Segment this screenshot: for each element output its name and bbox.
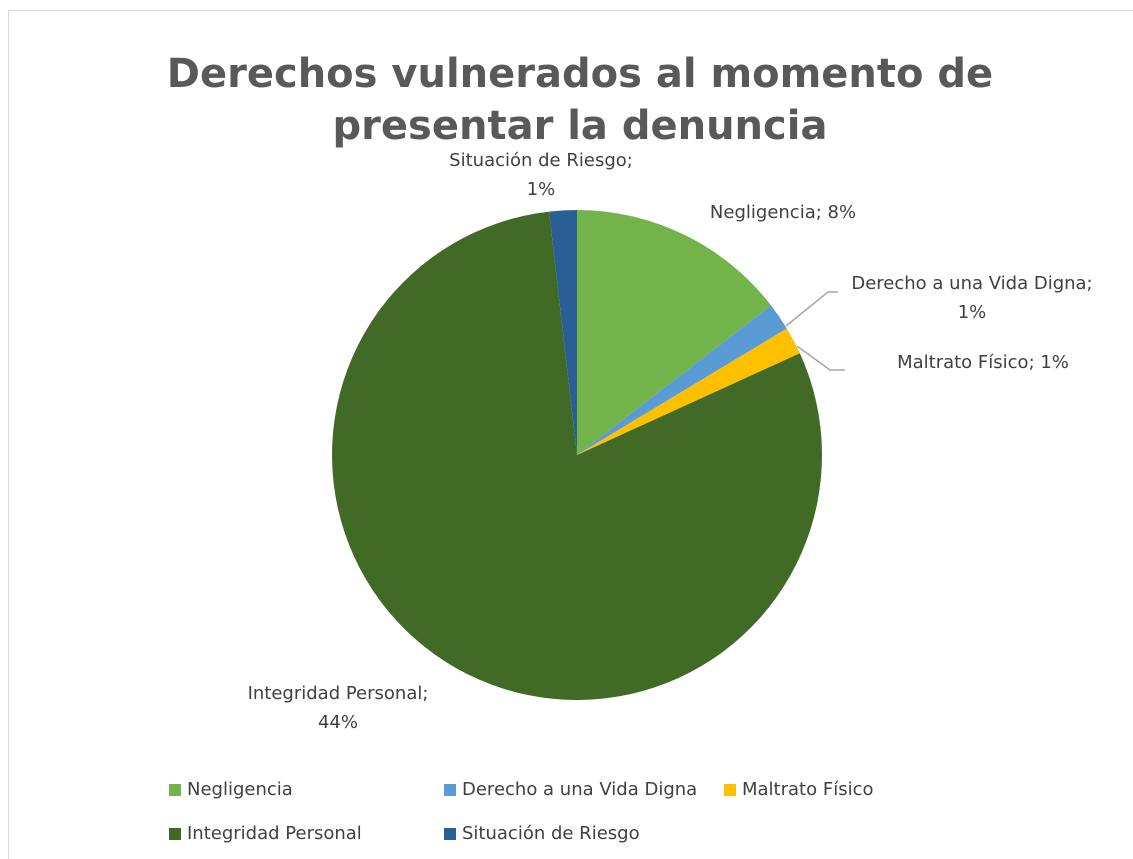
legend-label: Situación de Riesgo	[462, 823, 640, 844]
chart-frame	[8, 10, 1133, 859]
legend-label: Maltrato Físico	[742, 779, 873, 800]
legend-label: Integridad Personal	[187, 823, 362, 844]
legend-swatch	[444, 784, 456, 796]
data-label: Maltrato Físico; 1%	[897, 352, 1069, 373]
leader-line	[796, 345, 845, 371]
data-label: Derecho a una Vida Digna;	[851, 273, 1092, 294]
data-label: Negligencia; 8%	[710, 202, 856, 223]
leader-line	[785, 291, 838, 327]
pie-slice	[331, 211, 822, 700]
pie-slice	[549, 210, 577, 455]
pie-slice	[577, 305, 787, 455]
data-label: Integridad Personal;	[248, 683, 429, 704]
legend-swatch	[444, 828, 456, 840]
data-label: 1%	[527, 179, 556, 200]
data-label: 44%	[318, 712, 358, 733]
pie-slice	[577, 328, 800, 455]
data-label: 1%	[958, 302, 987, 323]
legend-label: Negligencia	[187, 779, 293, 800]
legend-label: Derecho a una Vida Digna	[462, 779, 697, 800]
data-label: Situación de Riesgo;	[449, 150, 633, 171]
legend-swatch	[169, 784, 181, 796]
pie-slice	[577, 210, 772, 455]
chart-title: Derechos vulnerados al momento de presen…	[166, 51, 994, 149]
legend-swatch	[169, 828, 181, 840]
legend-swatch	[724, 784, 736, 796]
